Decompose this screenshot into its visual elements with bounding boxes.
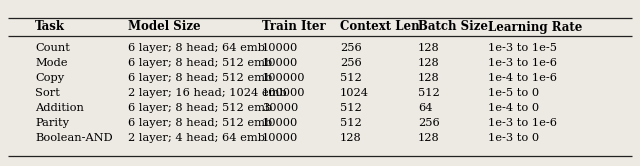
Text: 10000: 10000 (262, 118, 298, 128)
Text: 6 layer; 8 head; 64 emb: 6 layer; 8 head; 64 emb (128, 43, 265, 53)
Text: 2 layer; 4 head; 64 emb: 2 layer; 4 head; 64 emb (128, 133, 265, 143)
Text: 512: 512 (418, 88, 440, 98)
Text: 1e-3 to 1e-5: 1e-3 to 1e-5 (488, 43, 557, 53)
Text: Context Len: Context Len (340, 20, 420, 34)
Text: 1e-5 to 0: 1e-5 to 0 (488, 88, 539, 98)
Text: 128: 128 (418, 73, 440, 83)
Text: 6 layer; 8 head; 512 emb: 6 layer; 8 head; 512 emb (128, 73, 272, 83)
Text: Task: Task (35, 20, 65, 34)
Text: 128: 128 (418, 58, 440, 68)
Text: 1e-3 to 0: 1e-3 to 0 (488, 133, 539, 143)
Text: 128: 128 (418, 43, 440, 53)
Text: 100000: 100000 (262, 73, 305, 83)
Text: Learning Rate: Learning Rate (488, 20, 582, 34)
Text: Batch Size: Batch Size (418, 20, 488, 34)
Text: 10000: 10000 (262, 58, 298, 68)
Text: Count: Count (35, 43, 70, 53)
Text: 128: 128 (418, 133, 440, 143)
Text: 6 layer; 8 head; 512 emb: 6 layer; 8 head; 512 emb (128, 118, 272, 128)
Text: 10000: 10000 (262, 133, 298, 143)
Text: 128: 128 (340, 133, 362, 143)
Text: 512: 512 (340, 118, 362, 128)
Text: 512: 512 (340, 103, 362, 113)
Text: Mode: Mode (35, 58, 67, 68)
Text: Sort: Sort (35, 88, 60, 98)
Text: 256: 256 (340, 58, 362, 68)
Text: 2 layer; 16 head; 1024 emb: 2 layer; 16 head; 1024 emb (128, 88, 287, 98)
Text: 1e-4 to 1e-6: 1e-4 to 1e-6 (488, 73, 557, 83)
Text: 1e-4 to 0: 1e-4 to 0 (488, 103, 539, 113)
Text: 6 layer; 8 head; 512 emb: 6 layer; 8 head; 512 emb (128, 103, 272, 113)
Text: 512: 512 (340, 73, 362, 83)
Text: 10000: 10000 (262, 43, 298, 53)
Text: 64: 64 (418, 103, 433, 113)
Text: Boolean-AND: Boolean-AND (35, 133, 113, 143)
Text: Copy: Copy (35, 73, 64, 83)
Text: 1024: 1024 (340, 88, 369, 98)
Text: Addition: Addition (35, 103, 84, 113)
Text: 256: 256 (418, 118, 440, 128)
Text: Model Size: Model Size (128, 20, 200, 34)
Text: Train Iter: Train Iter (262, 20, 326, 34)
Text: Parity: Parity (35, 118, 69, 128)
Text: 1e-3 to 1e-6: 1e-3 to 1e-6 (488, 58, 557, 68)
Text: 1e-3 to 1e-6: 1e-3 to 1e-6 (488, 118, 557, 128)
Text: 6 layer; 8 head; 512 emb: 6 layer; 8 head; 512 emb (128, 58, 272, 68)
Text: 256: 256 (340, 43, 362, 53)
Text: 30000: 30000 (262, 103, 298, 113)
Text: 100000: 100000 (262, 88, 305, 98)
